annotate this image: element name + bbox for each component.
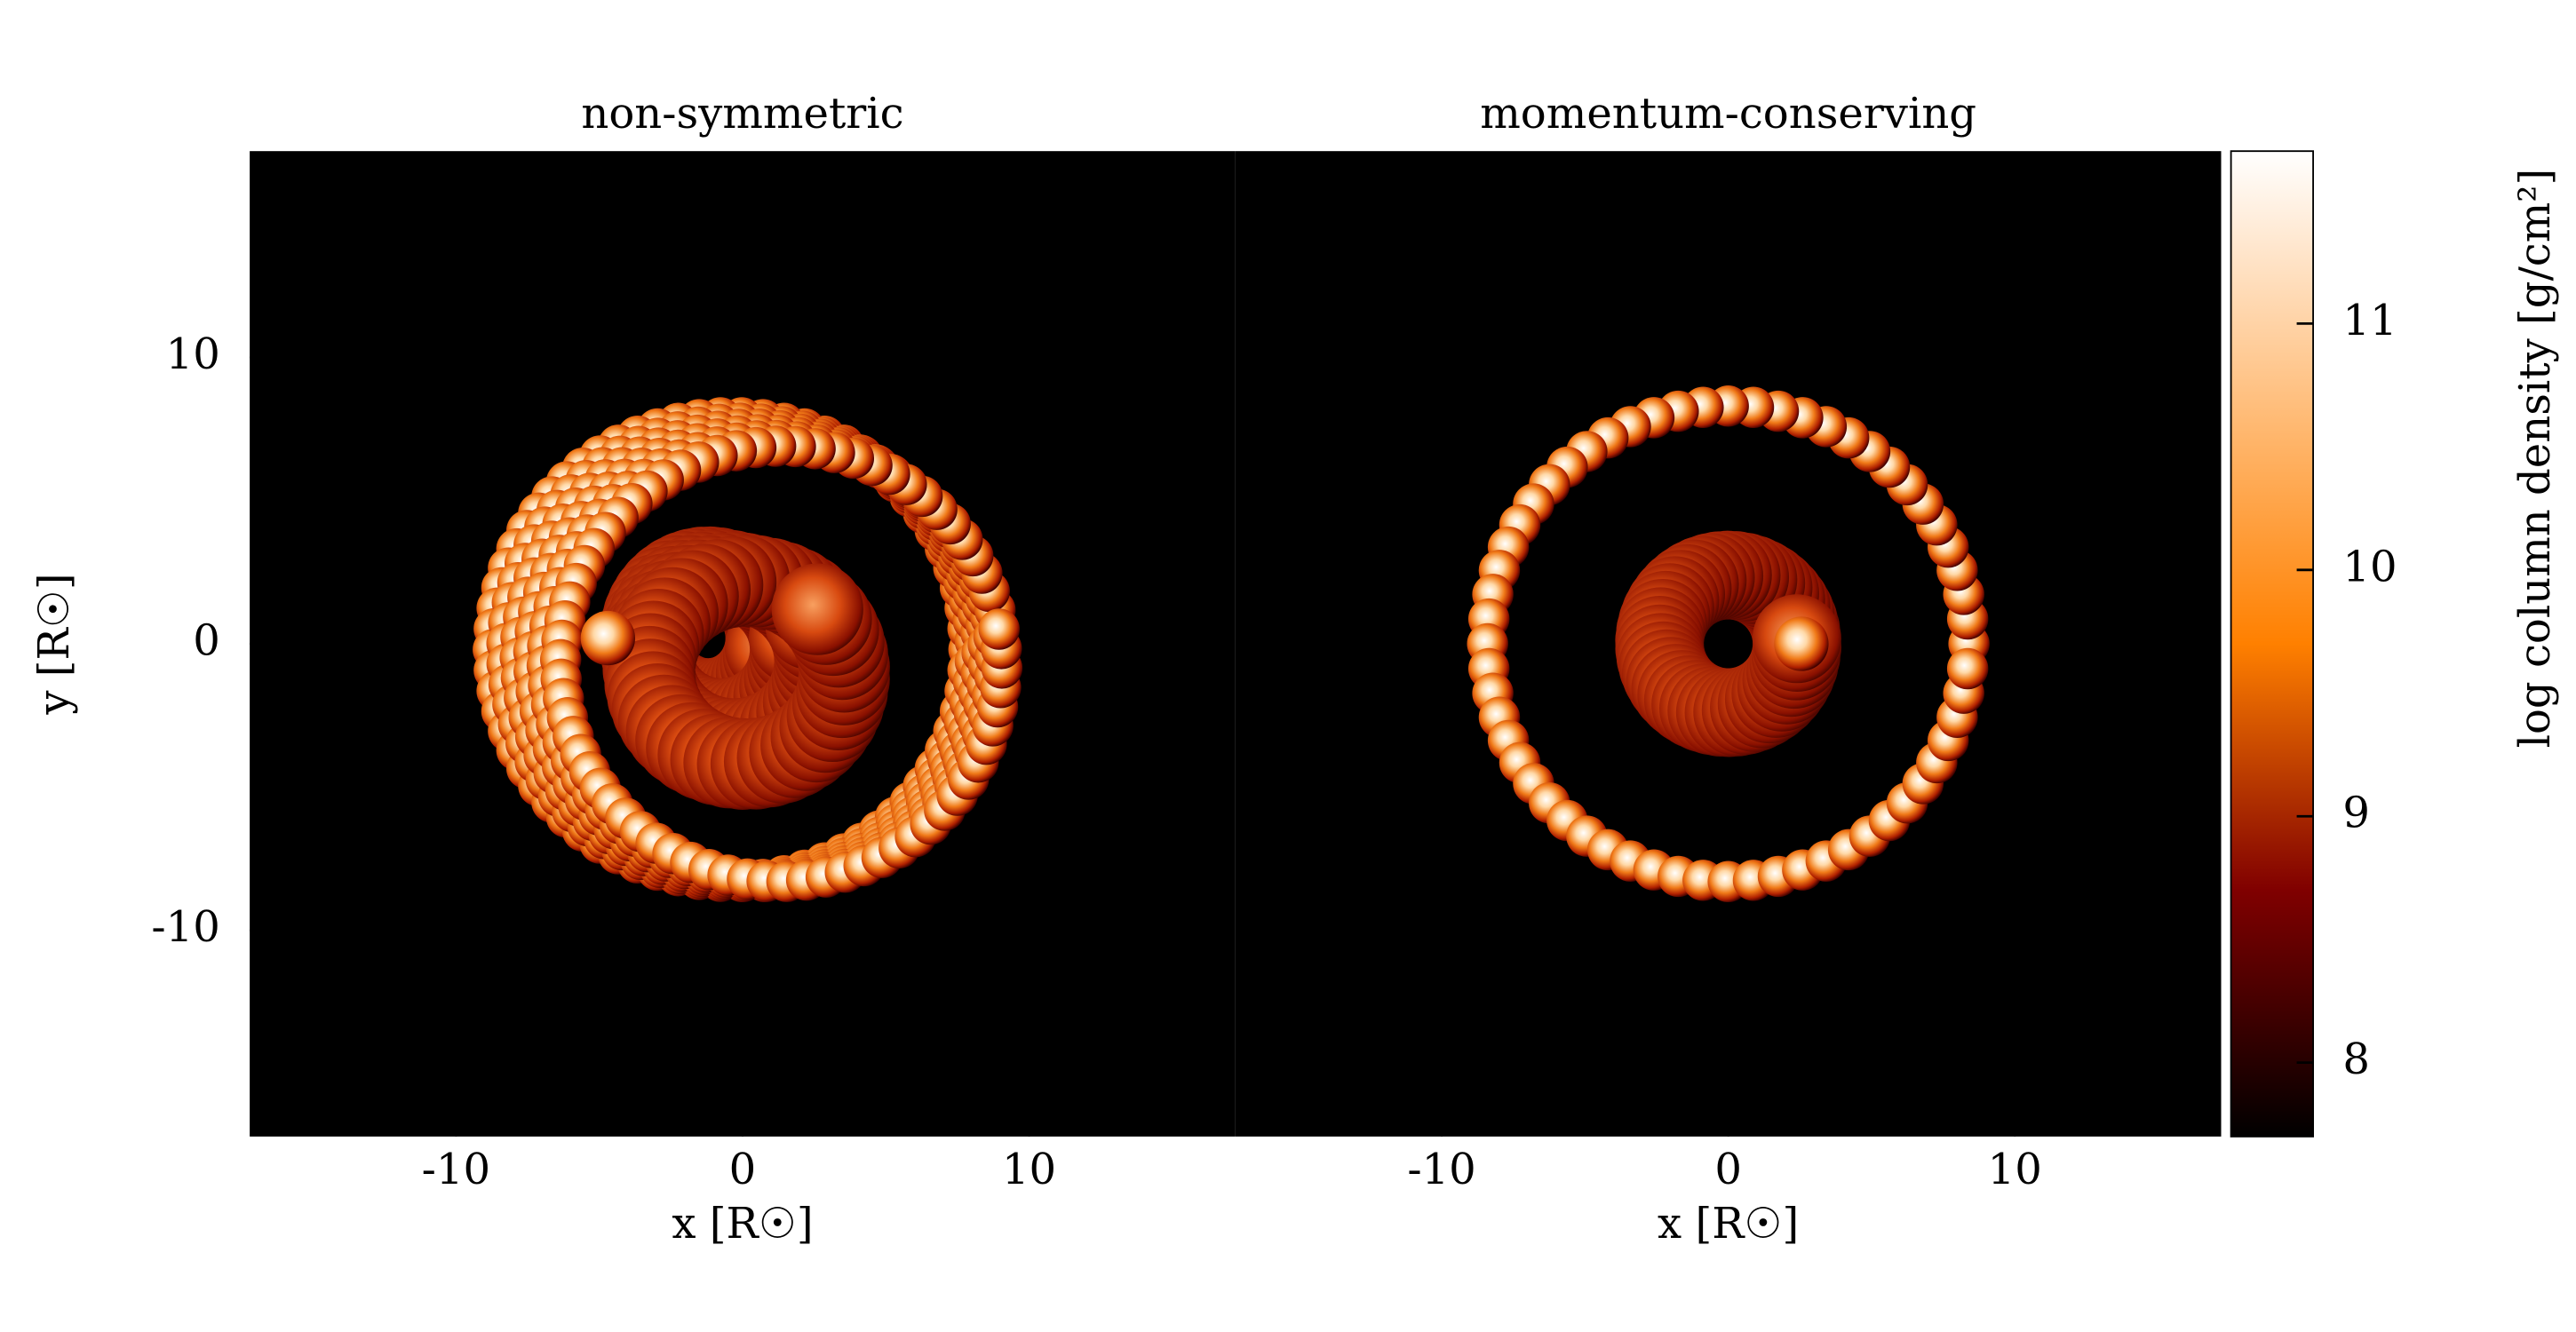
x-axis-label: x [R☉]: [672, 1199, 813, 1249]
gas-blob: [1774, 616, 1829, 671]
y-axis-label: y [R☉]: [29, 573, 79, 715]
density-image: [1467, 385, 1990, 903]
y-tick-label: -10: [151, 902, 219, 952]
x-tick-label: 10: [1002, 1145, 1056, 1194]
x-tick-label: -10: [422, 1145, 490, 1194]
colorbar-tick-label: 11: [2342, 296, 2397, 345]
colorbar: [2230, 150, 2315, 1138]
y-tick-label: 10: [166, 329, 220, 379]
x-tick-label: 10: [1988, 1145, 2042, 1194]
x-tick-label: 0: [1714, 1145, 1742, 1194]
colorbar-label: log column density [g/cm²]: [2510, 169, 2560, 749]
colorbar-tick-label: 8: [2342, 1035, 2370, 1084]
colorbar-tick-label: 10: [2342, 542, 2397, 591]
colorbar-tick-label: 9: [2342, 789, 2370, 838]
x-tick-label: 0: [729, 1145, 757, 1194]
gas-blob: [771, 563, 863, 655]
x-axis-label: x [R☉]: [1658, 1199, 1799, 1249]
y-tick-label: 0: [193, 616, 220, 666]
x-tick-label: -10: [1407, 1145, 1475, 1194]
gas-blob: [1946, 647, 1989, 690]
density-image: [473, 397, 1023, 903]
gas-blob: [580, 610, 635, 666]
gas-blob: [978, 608, 1020, 650]
panel-title: non-symmetric: [581, 89, 903, 139]
panel-title: momentum-conserving: [1480, 89, 1976, 139]
image-panel: [1235, 151, 2222, 1137]
